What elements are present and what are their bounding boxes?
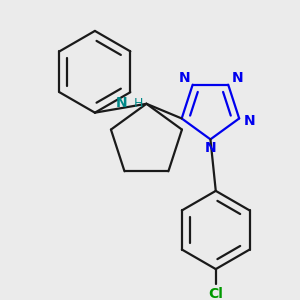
Text: H: H [134, 97, 143, 110]
Text: N: N [116, 96, 127, 110]
Text: Cl: Cl [208, 287, 223, 300]
Text: N: N [231, 71, 243, 85]
Text: N: N [179, 71, 191, 85]
Text: N: N [243, 114, 255, 128]
Text: N: N [205, 141, 216, 155]
